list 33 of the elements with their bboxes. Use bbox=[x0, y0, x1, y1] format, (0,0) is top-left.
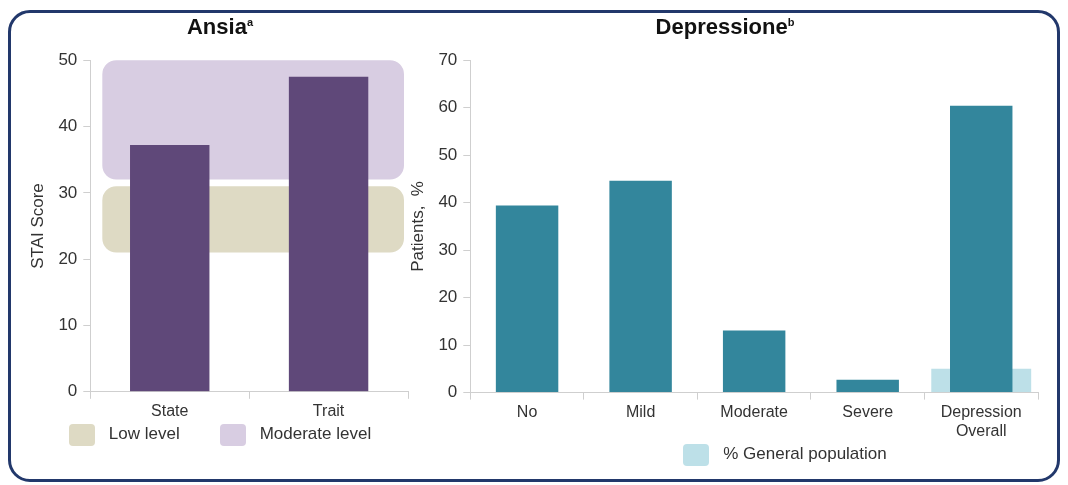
x-tick-label: State bbox=[151, 401, 189, 419]
y-tick-label: 70 bbox=[438, 49, 458, 69]
y-tick-label: 60 bbox=[438, 97, 458, 117]
y-tick-label: 30 bbox=[58, 182, 78, 202]
y-tick-label: 40 bbox=[58, 116, 78, 136]
bar bbox=[609, 180, 672, 393]
legend-label: Low level bbox=[108, 424, 180, 444]
x-tick-label: Mild bbox=[625, 402, 656, 420]
y-tick-label: 10 bbox=[438, 334, 458, 354]
x-tick-label: No bbox=[516, 402, 538, 420]
x-tick-label: Depression Overall bbox=[940, 402, 1022, 439]
y-axis-title: STAI Score bbox=[27, 183, 47, 269]
bar bbox=[722, 330, 786, 393]
bar bbox=[495, 205, 559, 393]
bar bbox=[836, 379, 899, 393]
y-tick-label: 20 bbox=[438, 287, 458, 307]
x-tick-label: Severe bbox=[842, 402, 894, 420]
bar bbox=[950, 105, 1013, 393]
y-tick-label: 50 bbox=[438, 144, 458, 164]
legend-label: Moderate level bbox=[259, 424, 372, 444]
chart-title: Ansia$^{a}$ bbox=[185, 14, 255, 41]
x-tick-label: Trait bbox=[312, 401, 345, 419]
y-tick-label: 40 bbox=[438, 192, 458, 212]
y-tick-label: 30 bbox=[438, 239, 458, 259]
y-tick-label: 0 bbox=[67, 381, 78, 401]
x-tick-label: Moderate bbox=[720, 402, 789, 420]
y-tick-label: 0 bbox=[447, 382, 458, 402]
chart-title: Depressione$^{b}$ bbox=[654, 14, 796, 41]
y-tick-label: 50 bbox=[58, 49, 78, 69]
legend-label: % General population bbox=[723, 444, 887, 464]
y-tick-label: 10 bbox=[58, 315, 78, 335]
y-tick-label: 20 bbox=[58, 248, 78, 268]
y-axis-title: Patients, % bbox=[407, 181, 427, 272]
